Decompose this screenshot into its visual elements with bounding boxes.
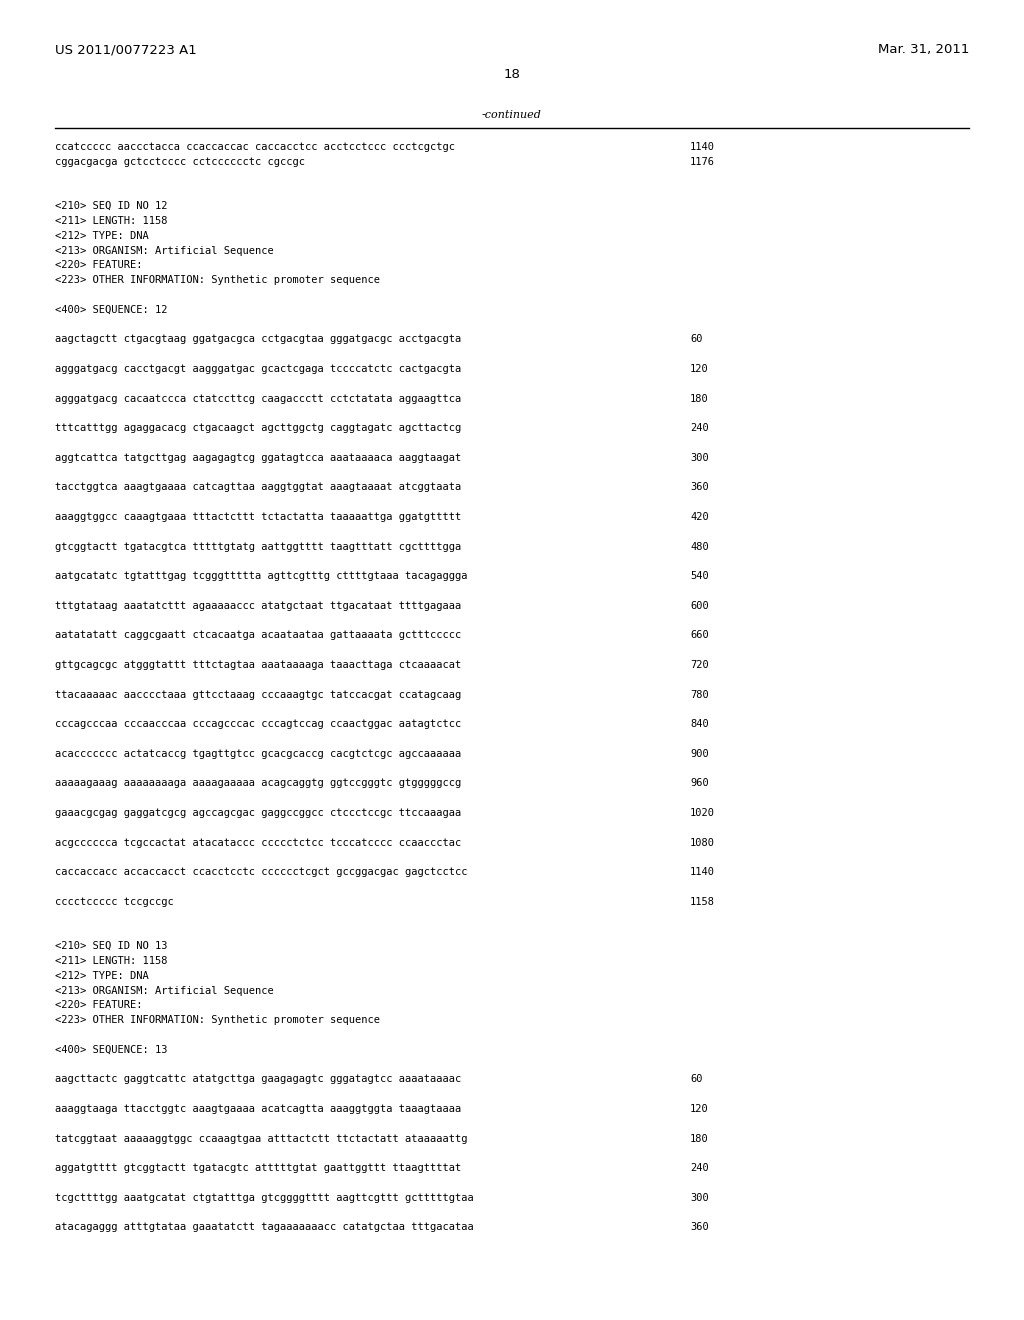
Text: <223> OTHER INFORMATION: Synthetic promoter sequence: <223> OTHER INFORMATION: Synthetic promo… [55, 1015, 380, 1026]
Text: agggatgacg cacaatccca ctatccttcg caagaccctt cctctatata aggaagttca: agggatgacg cacaatccca ctatccttcg caagacc… [55, 393, 461, 404]
Text: 480: 480 [690, 541, 709, 552]
Text: 720: 720 [690, 660, 709, 671]
Text: acgcccccca tcgccactat atacataccc ccccctctcc tcccatcccc ccaaccctac: acgcccccca tcgccactat atacataccc ccccctc… [55, 838, 461, 847]
Text: <400> SEQUENCE: 13: <400> SEQUENCE: 13 [55, 1045, 168, 1055]
Text: 1140: 1140 [690, 867, 715, 878]
Text: cggacgacga gctcctcccc cctcccccctc cgccgc: cggacgacga gctcctcccc cctcccccctc cgccgc [55, 157, 305, 166]
Text: atacagaggg atttgtataa gaaatatctt tagaaaaaaacc catatgctaa tttgacataa: atacagaggg atttgtataa gaaatatctt tagaaaa… [55, 1222, 474, 1233]
Text: US 2011/0077223 A1: US 2011/0077223 A1 [55, 44, 197, 57]
Text: acaccccccc actatcaccg tgagttgtcc gcacgcaccg cacgtctcgc agccaaaaaa: acaccccccc actatcaccg tgagttgtcc gcacgca… [55, 748, 461, 759]
Text: cccctccccc tccgccgc: cccctccccc tccgccgc [55, 896, 174, 907]
Text: tacctggtca aaagtgaaaa catcagttaa aaggtggtat aaagtaaaat atcggtaata: tacctggtca aaagtgaaaa catcagttaa aaggtgg… [55, 482, 461, 492]
Text: 780: 780 [690, 689, 709, 700]
Text: <220> FEATURE:: <220> FEATURE: [55, 1001, 142, 1010]
Text: 120: 120 [690, 1104, 709, 1114]
Text: <212> TYPE: DNA: <212> TYPE: DNA [55, 970, 148, 981]
Text: <210> SEQ ID NO 12: <210> SEQ ID NO 12 [55, 201, 168, 211]
Text: 240: 240 [690, 424, 709, 433]
Text: ttacaaaaac aacccctaaa gttcctaaag cccaaagtgc tatccacgat ccatagcaag: ttacaaaaac aacccctaaa gttcctaaag cccaaag… [55, 689, 461, 700]
Text: 300: 300 [690, 453, 709, 463]
Text: aatgcatatc tgtatttgag tcgggttttta agttcgtttg cttttgtaaa tacagaggga: aatgcatatc tgtatttgag tcgggttttta agttcg… [55, 572, 468, 581]
Text: 240: 240 [690, 1163, 709, 1173]
Text: 1140: 1140 [690, 143, 715, 152]
Text: <211> LENGTH: 1158: <211> LENGTH: 1158 [55, 956, 168, 966]
Text: 360: 360 [690, 482, 709, 492]
Text: aatatatatt caggcgaatt ctcacaatga acaataataa gattaaaata gctttccccc: aatatatatt caggcgaatt ctcacaatga acaataa… [55, 631, 461, 640]
Text: 840: 840 [690, 719, 709, 729]
Text: 660: 660 [690, 631, 709, 640]
Text: <220> FEATURE:: <220> FEATURE: [55, 260, 142, 271]
Text: 60: 60 [690, 1074, 702, 1085]
Text: -continued: -continued [482, 110, 542, 120]
Text: 180: 180 [690, 1134, 709, 1143]
Text: tcgcttttgg aaatgcatat ctgtatttga gtcggggtttt aagttcgttt gctttttgtaa: tcgcttttgg aaatgcatat ctgtatttga gtcgggg… [55, 1193, 474, 1203]
Text: tttcatttgg agaggacacg ctgacaagct agcttggctg caggtagatc agcttactcg: tttcatttgg agaggacacg ctgacaagct agcttgg… [55, 424, 461, 433]
Text: 120: 120 [690, 364, 709, 374]
Text: aaaggtaaga ttacctggtc aaagtgaaaa acatcagtta aaaggtggta taaagtaaaa: aaaggtaaga ttacctggtc aaagtgaaaa acatcag… [55, 1104, 461, 1114]
Text: 300: 300 [690, 1193, 709, 1203]
Text: 60: 60 [690, 334, 702, 345]
Text: tatcggtaat aaaaaggtggc ccaaagtgaa atttactctt ttctactatt ataaaaattg: tatcggtaat aaaaaggtggc ccaaagtgaa atttac… [55, 1134, 468, 1143]
Text: aggatgtttt gtcggtactt tgatacgtc atttttgtat gaattggttt ttaagttttat: aggatgtttt gtcggtactt tgatacgtc atttttgt… [55, 1163, 461, 1173]
Text: cccagcccaa cccaacccaa cccagcccac cccagtccag ccaactggac aatagtctcc: cccagcccaa cccaacccaa cccagcccac cccagtc… [55, 719, 461, 729]
Text: agggatgacg cacctgacgt aagggatgac gcactcgaga tccccatctc cactgacgta: agggatgacg cacctgacgt aagggatgac gcactcg… [55, 364, 461, 374]
Text: 1080: 1080 [690, 838, 715, 847]
Text: aaaggtggcc caaagtgaaa tttactcttt tctactatta taaaaattga ggatgttttt: aaaggtggcc caaagtgaaa tttactcttt tctacta… [55, 512, 461, 521]
Text: 18: 18 [504, 69, 520, 82]
Text: 360: 360 [690, 1222, 709, 1233]
Text: 180: 180 [690, 393, 709, 404]
Text: 960: 960 [690, 779, 709, 788]
Text: ccatccccc aaccctacca ccaccaccac caccacctcc acctcctccc ccctcgctgc: ccatccccc aaccctacca ccaccaccac caccacct… [55, 143, 455, 152]
Text: <223> OTHER INFORMATION: Synthetic promoter sequence: <223> OTHER INFORMATION: Synthetic promo… [55, 275, 380, 285]
Text: gttgcagcgc atgggtattt tttctagtaa aaataaaaga taaacttaga ctcaaaacat: gttgcagcgc atgggtattt tttctagtaa aaataaa… [55, 660, 461, 671]
Text: 1020: 1020 [690, 808, 715, 818]
Text: caccaccacc accaccacct ccacctcctc cccccctcgct gccggacgac gagctcctcc: caccaccacc accaccacct ccacctcctc cccccct… [55, 867, 468, 878]
Text: aaaaagaaag aaaaaaaaga aaaagaaaaa acagcaggtg ggtccgggtc gtgggggccg: aaaaagaaag aaaaaaaaga aaaagaaaaa acagcag… [55, 779, 461, 788]
Text: <213> ORGANISM: Artificial Sequence: <213> ORGANISM: Artificial Sequence [55, 986, 273, 995]
Text: Mar. 31, 2011: Mar. 31, 2011 [878, 44, 969, 57]
Text: aagcttactc gaggtcattc atatgcttga gaagagagtc gggatagtcc aaaataaaac: aagcttactc gaggtcattc atatgcttga gaagaga… [55, 1074, 461, 1085]
Text: <212> TYPE: DNA: <212> TYPE: DNA [55, 231, 148, 240]
Text: 1158: 1158 [690, 896, 715, 907]
Text: aagctagctt ctgacgtaag ggatgacgca cctgacgtaa gggatgacgc acctgacgta: aagctagctt ctgacgtaag ggatgacgca cctgacg… [55, 334, 461, 345]
Text: tttgtataag aaatatcttt agaaaaaccc atatgctaat ttgacataat ttttgagaaa: tttgtataag aaatatcttt agaaaaaccc atatgct… [55, 601, 461, 611]
Text: 540: 540 [690, 572, 709, 581]
Text: <210> SEQ ID NO 13: <210> SEQ ID NO 13 [55, 941, 168, 952]
Text: <211> LENGTH: 1158: <211> LENGTH: 1158 [55, 216, 168, 226]
Text: aggtcattca tatgcttgag aagagagtcg ggatagtcca aaataaaaca aaggtaagat: aggtcattca tatgcttgag aagagagtcg ggatagt… [55, 453, 461, 463]
Text: gaaacgcgag gaggatcgcg agccagcgac gaggccggcc ctccctccgc ttccaaagaa: gaaacgcgag gaggatcgcg agccagcgac gaggccg… [55, 808, 461, 818]
Text: 600: 600 [690, 601, 709, 611]
Text: 420: 420 [690, 512, 709, 521]
Text: gtcggtactt tgatacgtca tttttgtatg aattggtttt taagtttatt cgcttttgga: gtcggtactt tgatacgtca tttttgtatg aattggt… [55, 541, 461, 552]
Text: <400> SEQUENCE: 12: <400> SEQUENCE: 12 [55, 305, 168, 314]
Text: 1176: 1176 [690, 157, 715, 166]
Text: <213> ORGANISM: Artificial Sequence: <213> ORGANISM: Artificial Sequence [55, 246, 273, 256]
Text: 900: 900 [690, 748, 709, 759]
